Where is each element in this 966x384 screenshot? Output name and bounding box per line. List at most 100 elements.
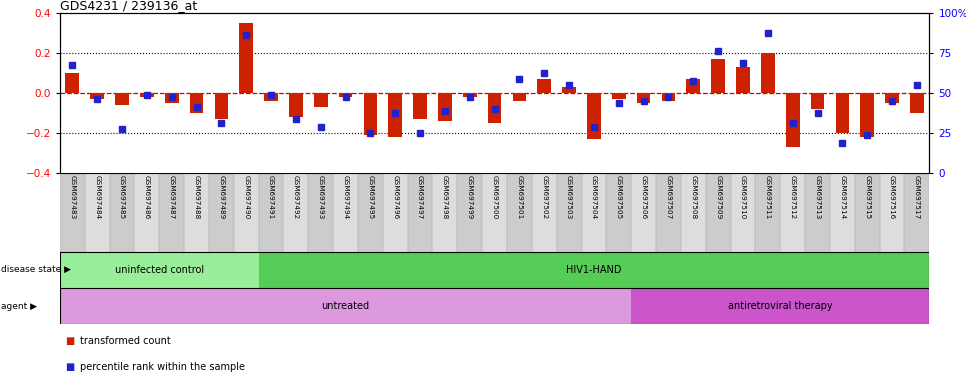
Text: GSM697487: GSM697487 — [169, 175, 175, 219]
Bar — [115, 93, 128, 105]
Bar — [736, 67, 750, 93]
Text: GSM697505: GSM697505 — [615, 175, 622, 219]
Text: GSM697490: GSM697490 — [243, 175, 249, 219]
Text: GSM697486: GSM697486 — [144, 175, 150, 219]
Bar — [537, 79, 551, 93]
Bar — [234, 173, 259, 252]
Bar — [264, 93, 278, 101]
Bar — [836, 93, 849, 133]
Text: transformed count: transformed count — [80, 336, 171, 346]
Bar — [885, 93, 898, 103]
Text: GSM697502: GSM697502 — [541, 175, 548, 219]
Bar — [91, 93, 104, 99]
Bar — [706, 173, 730, 252]
Bar — [308, 173, 333, 252]
Text: GSM697504: GSM697504 — [591, 175, 597, 219]
Bar — [333, 173, 358, 252]
Bar — [755, 173, 781, 252]
Bar — [904, 173, 929, 252]
Text: GSM697492: GSM697492 — [293, 175, 298, 219]
Text: GSM697510: GSM697510 — [740, 175, 746, 219]
Bar — [85, 173, 109, 252]
Text: GSM697488: GSM697488 — [193, 175, 200, 219]
Bar — [408, 173, 433, 252]
Bar — [687, 79, 700, 93]
Bar — [60, 173, 85, 252]
Text: antiretroviral therapy: antiretroviral therapy — [728, 301, 833, 311]
Bar — [463, 93, 476, 97]
Bar — [482, 173, 507, 252]
Bar — [60, 288, 631, 324]
Bar — [109, 173, 134, 252]
Bar — [556, 173, 582, 252]
Text: GSM697489: GSM697489 — [218, 175, 224, 219]
Text: GSM697491: GSM697491 — [268, 175, 274, 219]
Bar — [339, 93, 353, 97]
Bar — [587, 93, 601, 139]
Text: GSM697507: GSM697507 — [666, 175, 671, 219]
Text: GSM697485: GSM697485 — [119, 175, 125, 219]
Bar — [214, 93, 228, 119]
Bar — [165, 93, 179, 103]
Text: GSM697513: GSM697513 — [814, 175, 820, 219]
Bar — [60, 252, 259, 288]
Bar — [681, 173, 706, 252]
Text: GSM697517: GSM697517 — [914, 175, 920, 219]
Bar — [383, 173, 408, 252]
Text: GSM697498: GSM697498 — [441, 175, 448, 219]
Bar — [159, 173, 185, 252]
Bar — [413, 93, 427, 119]
Bar — [805, 173, 830, 252]
Bar — [240, 23, 253, 93]
Text: GSM697493: GSM697493 — [318, 175, 324, 219]
Text: uninfected control: uninfected control — [115, 265, 204, 275]
Bar — [140, 93, 154, 97]
Text: GSM697495: GSM697495 — [367, 175, 374, 219]
Bar — [607, 173, 631, 252]
Text: GSM697483: GSM697483 — [70, 175, 75, 219]
Text: GSM697484: GSM697484 — [94, 175, 100, 219]
Bar — [259, 173, 283, 252]
Bar — [314, 93, 327, 107]
Text: HIV1-HAND: HIV1-HAND — [566, 265, 622, 275]
Bar — [631, 288, 929, 324]
Bar — [134, 173, 159, 252]
Bar — [562, 87, 576, 93]
Bar — [488, 93, 501, 123]
Bar — [507, 173, 532, 252]
Bar — [861, 93, 874, 137]
Text: agent ▶: agent ▶ — [1, 302, 37, 311]
Bar — [433, 173, 457, 252]
Bar — [786, 93, 800, 147]
Bar — [662, 93, 675, 101]
Bar — [582, 173, 607, 252]
Text: GSM697501: GSM697501 — [517, 175, 523, 219]
Bar — [66, 73, 79, 93]
Bar — [656, 173, 681, 252]
Bar — [283, 173, 308, 252]
Bar — [532, 173, 556, 252]
Bar — [259, 252, 929, 288]
Text: GSM697496: GSM697496 — [392, 175, 398, 219]
Text: GSM697497: GSM697497 — [417, 175, 423, 219]
Text: ■: ■ — [65, 336, 74, 346]
Bar — [209, 173, 234, 252]
Bar — [612, 93, 626, 99]
Text: GSM697499: GSM697499 — [467, 175, 472, 219]
Text: GSM697514: GSM697514 — [839, 175, 845, 219]
Text: GSM697512: GSM697512 — [789, 175, 796, 219]
Text: disease state ▶: disease state ▶ — [1, 265, 71, 274]
Bar — [189, 93, 203, 113]
Text: GSM697506: GSM697506 — [640, 175, 646, 219]
Bar — [185, 173, 209, 252]
Text: GSM697509: GSM697509 — [715, 175, 722, 219]
Text: ■: ■ — [65, 362, 74, 372]
Bar — [855, 173, 880, 252]
Bar — [711, 59, 724, 93]
Bar — [358, 173, 383, 252]
Text: percentile rank within the sample: percentile rank within the sample — [80, 362, 245, 372]
Text: GSM697494: GSM697494 — [343, 175, 349, 219]
Text: GSM697511: GSM697511 — [765, 175, 771, 219]
Bar — [781, 173, 805, 252]
Bar — [637, 93, 650, 103]
